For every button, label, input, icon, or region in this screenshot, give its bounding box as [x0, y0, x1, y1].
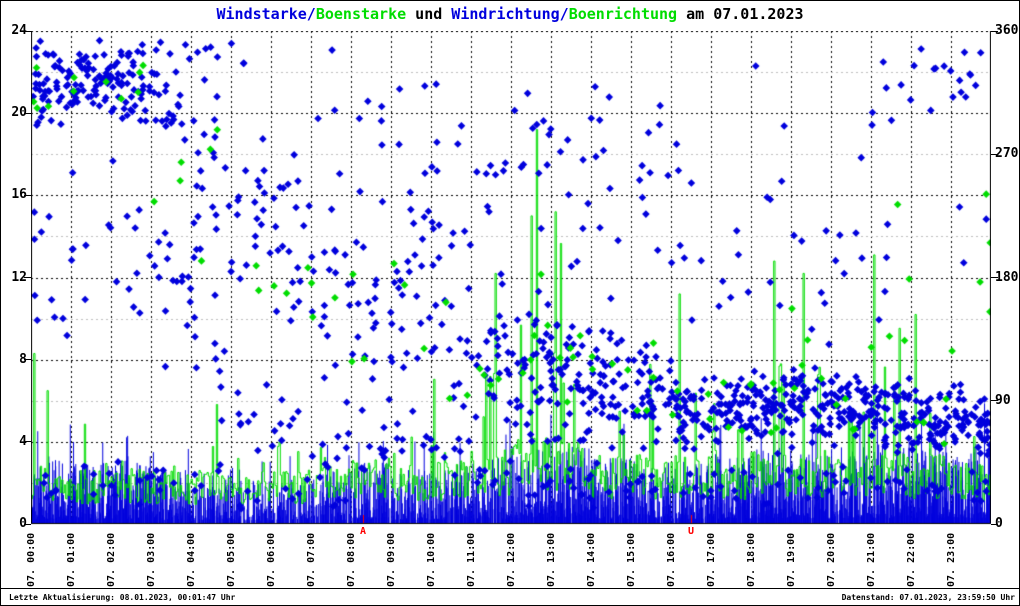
y-left-label: 16 — [11, 187, 27, 203]
y-right-label: 90 — [995, 392, 1011, 408]
y-left-tick — [24, 359, 31, 361]
title-segment-2: und — [406, 5, 452, 23]
x-axis-label: 07. 02:00 — [106, 532, 117, 587]
y-left-tick — [24, 523, 31, 525]
x-axis-label: 07. 04:00 — [186, 532, 197, 587]
y-left-label: 20 — [11, 105, 27, 121]
title-segment-4: Boenrichtung — [568, 5, 678, 23]
x-axis-label: 07. 11:00 — [466, 532, 477, 587]
x-axis-label: 07. 03:00 — [146, 532, 157, 587]
y-right-label: 270 — [995, 146, 1019, 162]
x-axis-label: 07. 00:00 — [26, 532, 37, 587]
x-axis-label: 07. 21:00 — [866, 532, 877, 587]
y-left-label: 0 — [19, 516, 27, 531]
x-axis-label: 07. 15:00 — [626, 532, 637, 587]
chart-title: Windstarke/Boenstarke und Windrichtung/B… — [1, 5, 1019, 23]
x-axis-label: 07. 10:00 — [426, 532, 437, 587]
x-axis-label: 07. 14:00 — [586, 532, 597, 587]
x-axis-label: 07. 06:00 — [266, 532, 277, 587]
x-axis-label: 07. 07:00 — [306, 532, 317, 587]
y-right-tick — [991, 153, 998, 155]
x-axis-label: 07. 09:00 — [386, 532, 397, 587]
y-right-label: 0 — [995, 516, 1003, 531]
x-axis-label: 07. 17:00 — [706, 532, 717, 587]
y-left-tick — [24, 194, 31, 196]
title-segment-5: am 07.01.2023 — [677, 5, 804, 23]
y-left-tick — [24, 112, 31, 114]
x-axis-label: 07. 01:00 — [66, 532, 77, 587]
y-right-tick — [991, 523, 998, 525]
y-right-label: 360 — [995, 23, 1019, 38]
title-segment-0: Windstarke/ — [216, 5, 316, 23]
y-right-tick — [991, 30, 998, 32]
x-axis-label: 07. 13:00 — [546, 532, 557, 587]
y-left-label: 8 — [19, 351, 27, 367]
title-segment-1: Boenstarke — [315, 5, 407, 23]
y-right-tick — [991, 277, 998, 278]
sunset-marker: U — [687, 526, 695, 537]
y-left-tick — [24, 277, 31, 278]
x-axis-label: 07. 20:00 — [826, 532, 837, 587]
x-axis-label: 07. 05:00 — [226, 532, 237, 587]
x-axis-label: 07. 08:00 — [346, 532, 357, 587]
wind-chart-canvas — [31, 31, 991, 531]
title-segment-3: Windrichtung/ — [451, 5, 569, 23]
x-axis-label: 07. 16:00 — [666, 532, 677, 587]
y-right-tick — [991, 400, 998, 402]
x-axis-label: 07. 18:00 — [746, 532, 757, 587]
y-left-tick — [24, 30, 31, 32]
y-left-tick — [24, 441, 31, 443]
y-left-label: 24 — [11, 23, 27, 38]
x-axis-label: 07. 22:00 — [906, 532, 917, 587]
x-axis-label: 07. 19:00 — [786, 532, 797, 587]
last-update-text: Letzte Aktualisierung: 08.01.2023, 00:01… — [9, 593, 236, 602]
sunrise-marker: A — [359, 526, 367, 537]
x-axis-label: 07. 23:00 — [946, 532, 957, 587]
data-timestamp-text: Datenstand: 07.01.2023, 23:59:50 Uhr — [841, 593, 1015, 602]
y-left-label: 12 — [11, 269, 27, 285]
y-right-label: 180 — [995, 269, 1019, 285]
x-axis-label: 07. 12:00 — [506, 532, 517, 587]
footer-bar: Letzte Aktualisierung: 08.01.2023, 00:01… — [1, 588, 1019, 605]
y-left-label: 4 — [19, 433, 27, 449]
